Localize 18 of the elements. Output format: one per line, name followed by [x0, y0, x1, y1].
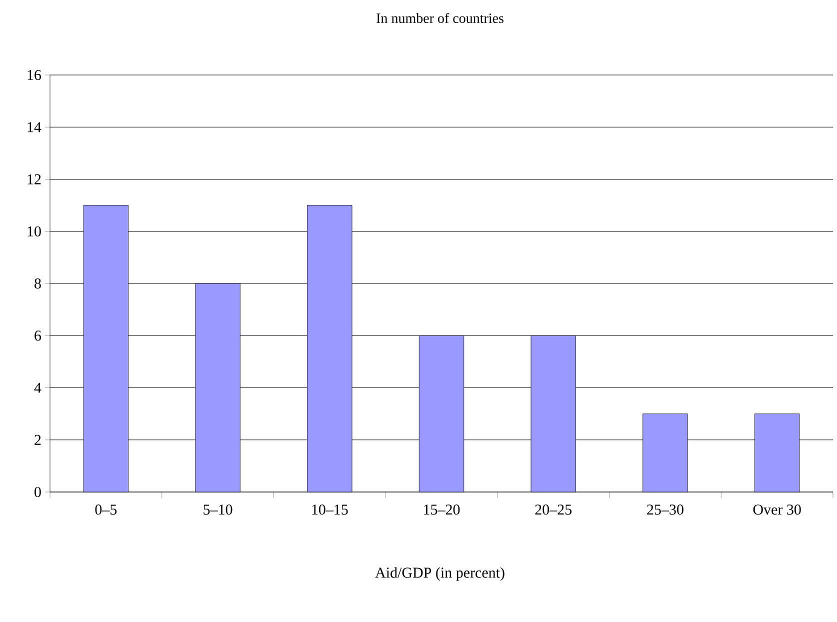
x-tick-label: 20–25 — [535, 504, 572, 515]
y-tick-label: 4 — [34, 382, 42, 393]
x-tick-label: 25–30 — [647, 504, 684, 515]
y-tick-label: 16 — [28, 70, 42, 80]
x-tick-label: Over 30 — [753, 504, 801, 515]
y-tick-label: 14 — [28, 122, 42, 132]
y-tick-label: 6 — [34, 330, 42, 341]
y-tick-label: 10 — [28, 226, 41, 236]
x-tick-label: 5–10 — [204, 504, 232, 515]
y-tick-label: 2 — [34, 434, 41, 445]
y-tick-label: 12 — [28, 174, 41, 184]
x-tick-label: 0–5 — [95, 504, 117, 515]
y-tick-label: 0 — [34, 486, 41, 498]
chart-title: In number of countries — [376, 12, 504, 23]
x-axis-title: Aid/GDP (in percent) — [375, 567, 504, 581]
y-tick-label: 8 — [34, 278, 41, 289]
x-tick-label: 10–15 — [312, 504, 348, 515]
x-tick-label: 15–20 — [424, 504, 460, 515]
